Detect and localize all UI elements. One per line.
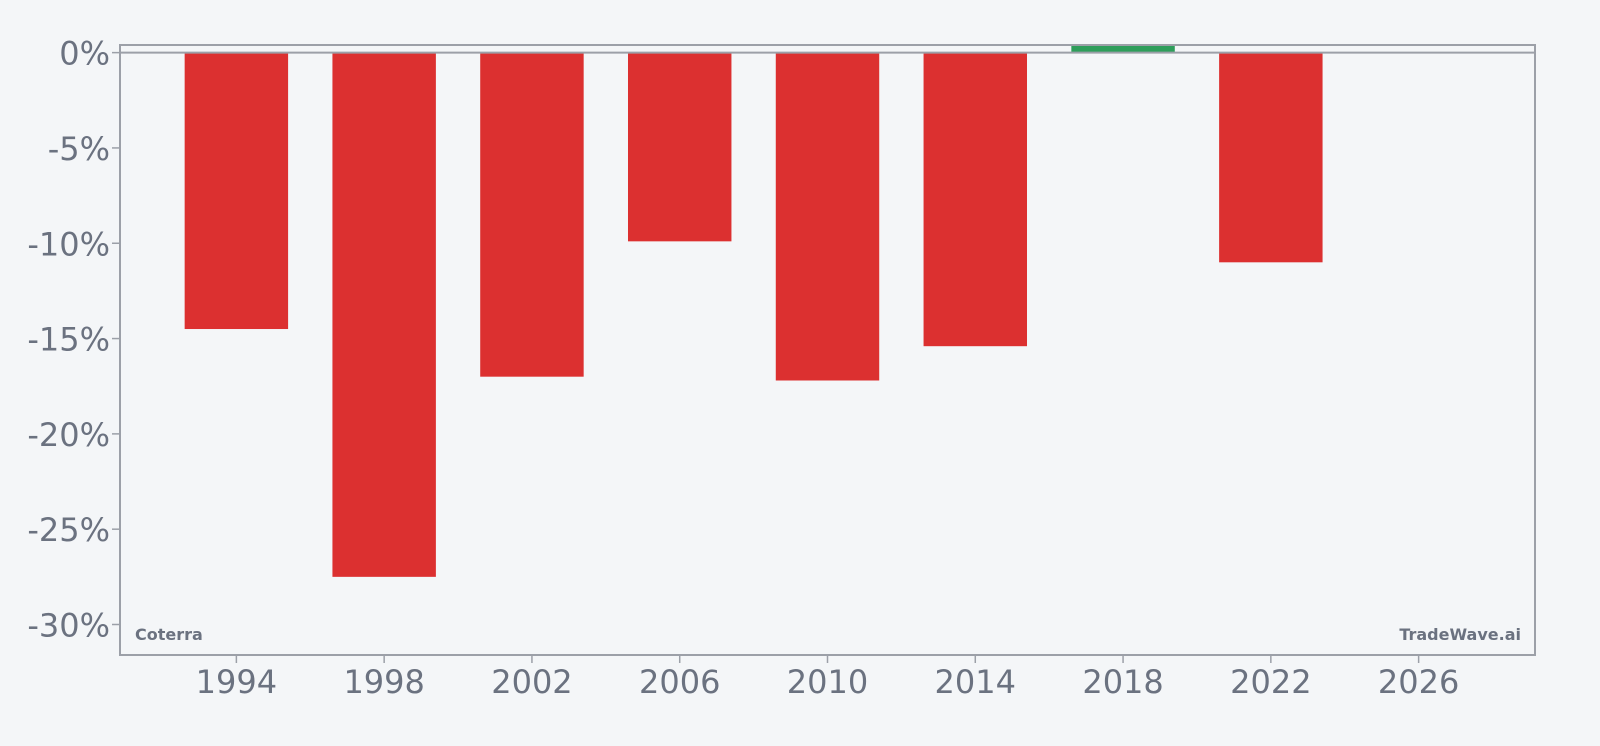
- y-tick-label: 0%: [59, 35, 110, 73]
- x-tick-label: 1998: [343, 663, 424, 701]
- x-tick-label: 1994: [196, 663, 277, 701]
- bar-2010: [775, 52, 880, 381]
- y-tick-label: -5%: [48, 130, 110, 168]
- y-tick-label: -15%: [27, 321, 110, 359]
- x-tick-label: 2026: [1378, 663, 1459, 701]
- y-axis-ticks: 0% -5% -10% -15% -20% -25% -30%: [27, 35, 120, 645]
- watermark-left: Coterra: [135, 625, 203, 644]
- plot-frame: [119, 44, 1536, 656]
- x-tick-label: 2010: [787, 663, 868, 701]
- y-tick-label: -20%: [27, 416, 110, 454]
- y-tick-label: -10%: [27, 225, 110, 263]
- watermark-right: TradeWave.ai: [1399, 625, 1521, 644]
- x-axis-ticks: 1994 1998 2002 2006 2010 2014 2018 2022 2026: [196, 655, 1459, 701]
- bar-2022: [1219, 52, 1323, 263]
- bar-2002: [480, 52, 584, 377]
- x-tick-label: 2006: [639, 663, 720, 701]
- x-tick-label: 2018: [1082, 663, 1163, 701]
- x-tick-label: 2022: [1230, 663, 1311, 701]
- x-tick-label: 2014: [935, 663, 1016, 701]
- bar-1998: [332, 52, 436, 577]
- bar-2018: [1071, 45, 1175, 53]
- y-tick-label: -30%: [27, 607, 110, 645]
- bar-2014: [923, 52, 1028, 347]
- bar-1994: [184, 52, 289, 330]
- x-tick-label: 2002: [491, 663, 572, 701]
- bar-2006: [627, 52, 732, 242]
- bars-group: [184, 45, 1323, 577]
- y-tick-label: -25%: [27, 511, 110, 549]
